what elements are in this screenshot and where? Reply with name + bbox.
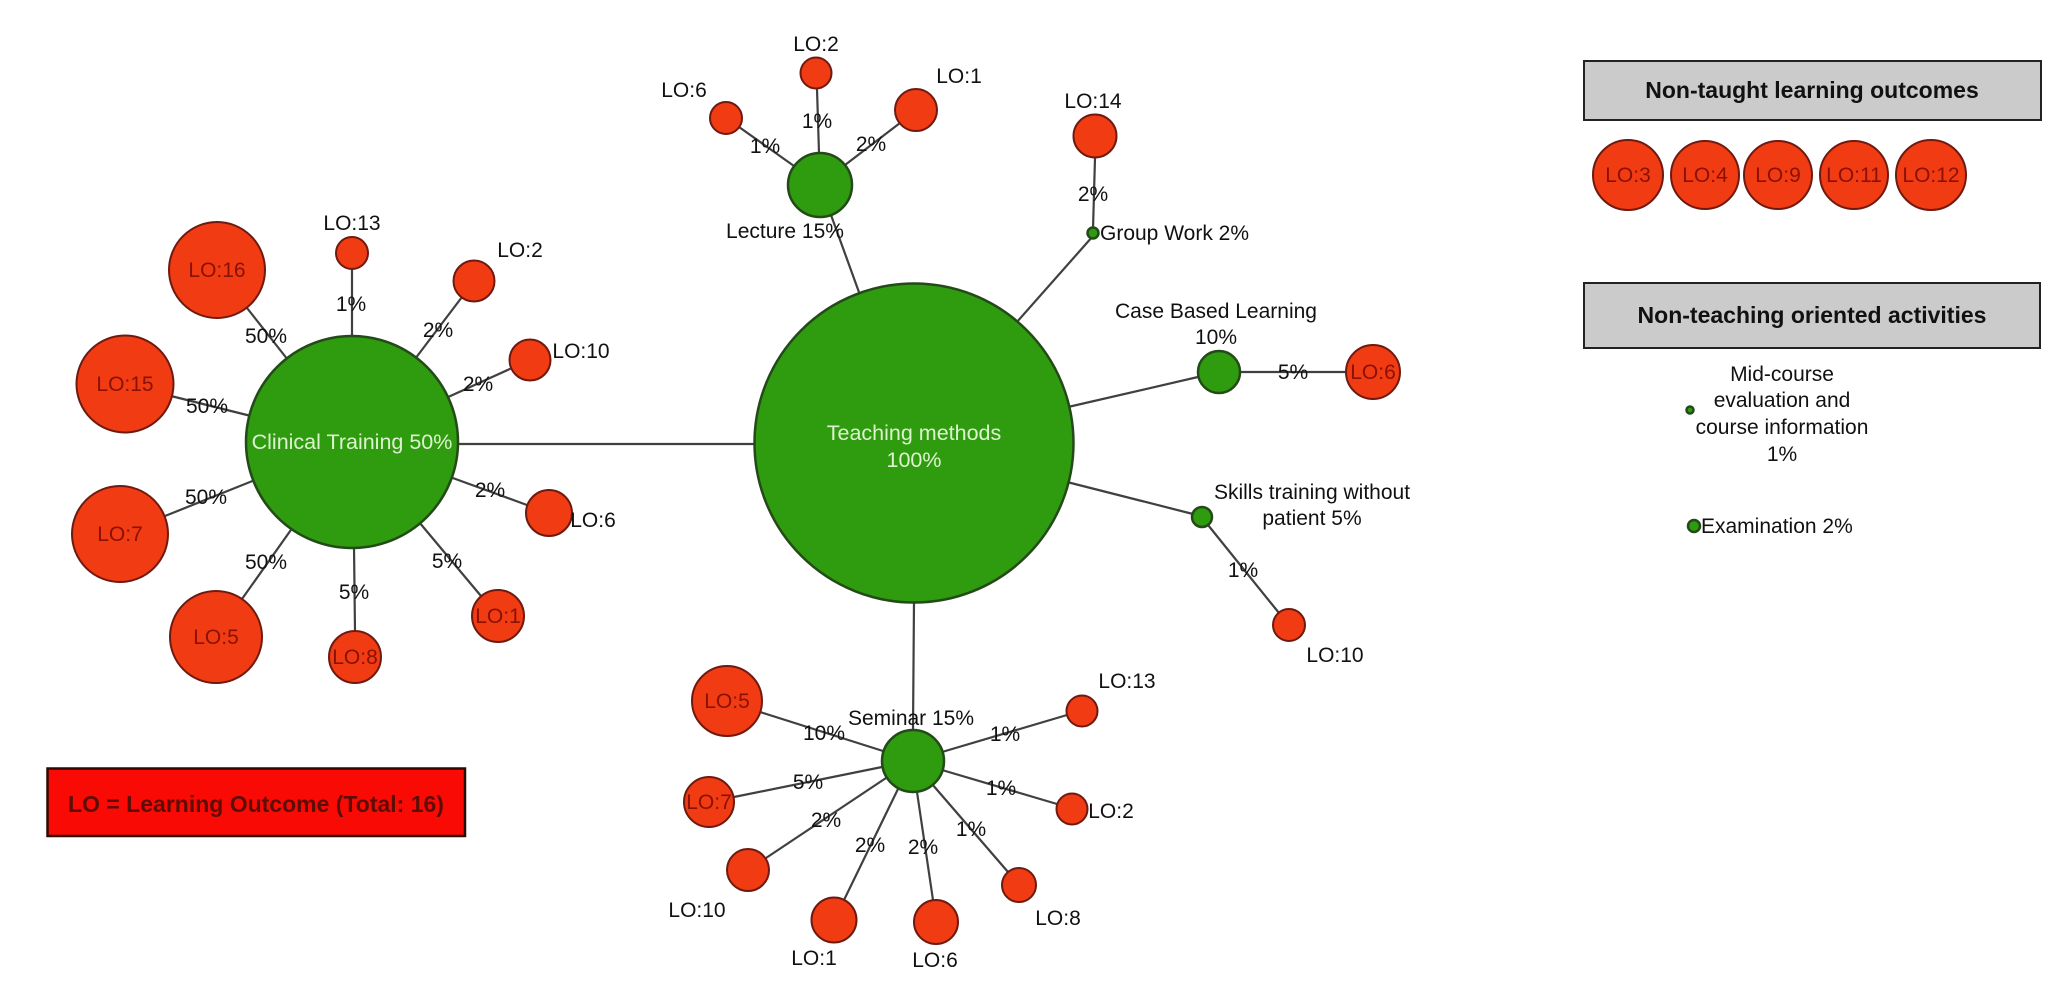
- svg-text:Case Based Learning: Case Based Learning: [1115, 300, 1317, 323]
- svg-text:Examination 2%: Examination 2%: [1701, 515, 1853, 538]
- svg-text:Skills training without: Skills training without: [1214, 481, 1410, 504]
- svg-text:LO:2: LO:2: [497, 239, 543, 262]
- svg-text:LO:7: LO:7: [97, 523, 143, 546]
- svg-text:50%: 50%: [245, 325, 287, 348]
- svg-text:1%: 1%: [336, 293, 366, 316]
- svg-text:LO:8: LO:8: [332, 646, 378, 669]
- svg-text:2%: 2%: [463, 373, 493, 396]
- svg-text:LO:13: LO:13: [323, 212, 380, 235]
- svg-text:LO:2: LO:2: [1088, 800, 1134, 823]
- svg-text:LO:10: LO:10: [1306, 644, 1363, 667]
- svg-text:LO:6: LO:6: [570, 509, 616, 532]
- svg-text:course information: course information: [1696, 416, 1869, 439]
- svg-text:LO:9: LO:9: [1755, 164, 1801, 187]
- svg-text:5%: 5%: [1278, 361, 1308, 384]
- svg-text:LO:8: LO:8: [1035, 907, 1081, 930]
- svg-text:2%: 2%: [475, 479, 505, 502]
- svg-text:LO:6: LO:6: [912, 949, 958, 972]
- svg-text:Mid-course: Mid-course: [1730, 363, 1834, 386]
- svg-text:LO:16: LO:16: [188, 259, 245, 282]
- svg-text:LO:13: LO:13: [1098, 670, 1155, 693]
- svg-text:1%: 1%: [802, 110, 832, 133]
- svg-text:evaluation and: evaluation and: [1714, 389, 1851, 412]
- svg-text:1%: 1%: [986, 777, 1016, 800]
- svg-text:100%: 100%: [887, 448, 942, 472]
- svg-text:1%: 1%: [956, 818, 986, 841]
- svg-text:LO:4: LO:4: [1682, 164, 1728, 187]
- svg-text:Seminar 15%: Seminar 15%: [848, 707, 974, 730]
- svg-text:2%: 2%: [423, 319, 453, 342]
- svg-text:LO = Learning Outcome (Total:: LO = Learning Outcome (Total: 16): [68, 791, 444, 817]
- svg-text:LO:3: LO:3: [1605, 164, 1651, 187]
- svg-text:LO:1: LO:1: [791, 947, 837, 970]
- svg-text:50%: 50%: [185, 486, 227, 509]
- svg-text:LO:1: LO:1: [936, 65, 982, 88]
- svg-text:1%: 1%: [990, 723, 1020, 746]
- svg-text:LO:5: LO:5: [193, 626, 239, 649]
- svg-text:5%: 5%: [432, 550, 462, 573]
- svg-text:1%: 1%: [1767, 443, 1797, 466]
- svg-text:Non-taught learning outcomes: Non-taught learning outcomes: [1645, 77, 1979, 103]
- svg-text:2%: 2%: [856, 133, 886, 156]
- svg-text:10%: 10%: [803, 722, 845, 745]
- svg-text:LO:7: LO:7: [686, 791, 732, 814]
- svg-text:patient 5%: patient 5%: [1262, 507, 1361, 530]
- svg-text:LO:11: LO:11: [1826, 164, 1882, 187]
- svg-text:LO:12: LO:12: [1902, 164, 1959, 187]
- svg-text:5%: 5%: [339, 581, 369, 604]
- svg-text:2%: 2%: [811, 809, 841, 832]
- svg-text:LO:6: LO:6: [1350, 361, 1396, 384]
- svg-text:Group Work 2%: Group Work 2%: [1100, 222, 1249, 245]
- svg-text:LO:10: LO:10: [552, 340, 609, 363]
- svg-text:2%: 2%: [908, 836, 938, 859]
- svg-text:LO:5: LO:5: [704, 690, 750, 713]
- svg-text:LO:14: LO:14: [1064, 90, 1122, 113]
- svg-text:LO:6: LO:6: [661, 79, 707, 102]
- svg-text:Teaching methods: Teaching methods: [827, 421, 1002, 445]
- svg-text:LO:2: LO:2: [793, 33, 839, 56]
- svg-text:LO:10: LO:10: [668, 899, 725, 922]
- svg-text:Non-teaching oriented activiti: Non-teaching oriented activities: [1638, 302, 1987, 328]
- svg-text:10%: 10%: [1195, 326, 1237, 349]
- svg-text:50%: 50%: [245, 551, 287, 574]
- svg-text:50%: 50%: [186, 395, 228, 418]
- svg-text:LO:15: LO:15: [96, 373, 153, 396]
- svg-text:Clinical Training 50%: Clinical Training 50%: [252, 430, 453, 454]
- svg-text:LO:1: LO:1: [475, 605, 521, 628]
- svg-text:2%: 2%: [1078, 183, 1108, 206]
- svg-text:1%: 1%: [750, 135, 780, 158]
- svg-text:Lecture 15%: Lecture 15%: [726, 220, 844, 243]
- svg-text:1%: 1%: [1228, 559, 1258, 582]
- svg-text:5%: 5%: [793, 771, 823, 794]
- svg-text:2%: 2%: [855, 834, 885, 857]
